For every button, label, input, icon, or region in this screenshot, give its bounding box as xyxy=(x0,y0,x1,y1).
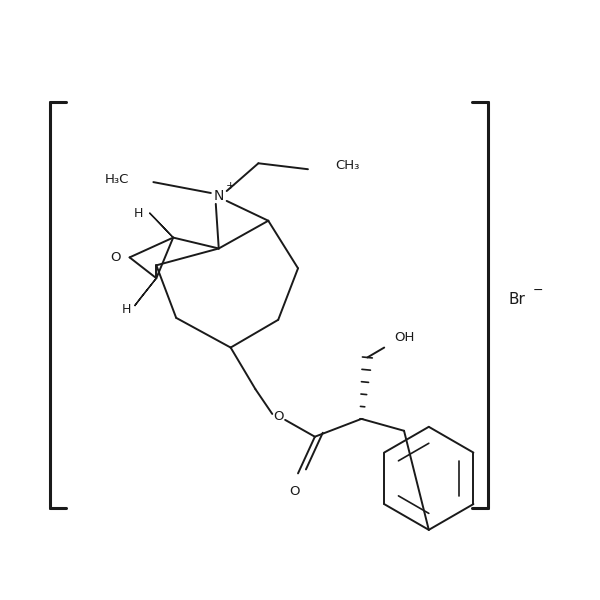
Text: CH₃: CH₃ xyxy=(335,159,360,172)
Polygon shape xyxy=(134,278,157,306)
Text: −: − xyxy=(533,284,544,296)
Text: O: O xyxy=(289,485,299,498)
Text: H: H xyxy=(122,304,131,316)
Text: Br: Br xyxy=(508,292,525,307)
Polygon shape xyxy=(149,213,173,238)
Text: N: N xyxy=(214,189,224,203)
Text: O: O xyxy=(273,410,283,424)
Text: OH: OH xyxy=(394,331,415,344)
Text: H: H xyxy=(134,208,143,220)
Text: +: + xyxy=(226,181,235,191)
Text: O: O xyxy=(110,251,121,264)
Text: H₃C: H₃C xyxy=(105,173,130,185)
